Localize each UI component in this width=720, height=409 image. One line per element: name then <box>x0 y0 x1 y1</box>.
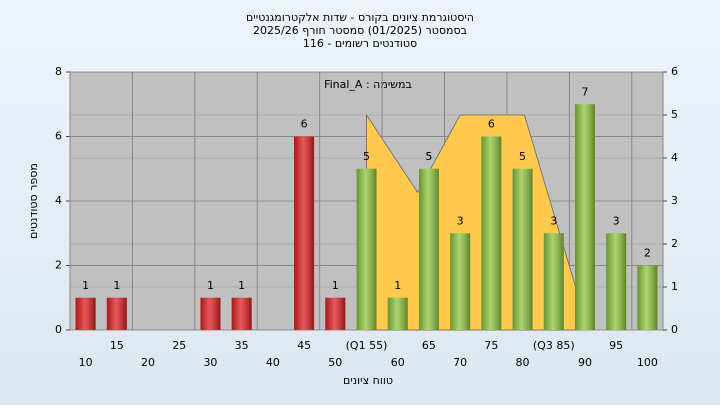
y-tick-label: 6 <box>55 130 62 143</box>
bar-shade <box>75 297 96 330</box>
bar-shade <box>637 265 658 330</box>
data-label: 1 <box>238 279 245 292</box>
data-label: 2 <box>644 247 651 260</box>
bar-shade <box>574 104 595 330</box>
x-tick-label: 30 <box>203 356 217 369</box>
y2-tick-label: 6 <box>671 65 678 78</box>
x-tick-label: 70 <box>453 356 467 369</box>
x-tick-label: (Q1 55) <box>346 339 388 352</box>
y2-tick-label: 3 <box>671 194 678 207</box>
bar-shade <box>106 297 127 330</box>
data-label: 6 <box>301 118 308 131</box>
bar-shade <box>512 168 533 330</box>
y-axis-label: מספר סטודנטים <box>27 163 40 239</box>
bar-shade <box>356 168 377 330</box>
data-label: 3 <box>613 214 620 227</box>
data-label: 1 <box>113 279 120 292</box>
data-label: 1 <box>82 279 89 292</box>
data-label: 5 <box>363 150 370 163</box>
y2-tick-label: 2 <box>671 237 678 250</box>
x-tick-label: 50 <box>328 356 342 369</box>
data-label: 1 <box>207 279 214 292</box>
x-tick-label: 60 <box>391 356 405 369</box>
chart-subtitle: סטודנטים רשומים - 116 <box>303 37 417 50</box>
x-axis-label: טווח ציונים <box>343 374 393 387</box>
bar-shade <box>418 168 439 330</box>
x-tick-label: 100 <box>637 356 658 369</box>
data-label: 5 <box>425 150 432 163</box>
bar-shade <box>294 136 315 330</box>
chart-title: היסטוגרמת ציונים בקורס - שדות אלקטרומגנט… <box>246 11 474 24</box>
bar-shade <box>481 136 502 330</box>
x-tick-label: 80 <box>516 356 530 369</box>
bar-shade <box>231 297 252 330</box>
data-label: 5 <box>519 150 526 163</box>
x-tick-label: 20 <box>141 356 155 369</box>
x-tick-label: 15 <box>110 339 124 352</box>
chart-subtitle: בסמסטר (01/2025) סמסטר חורף 2025/26 <box>253 24 467 37</box>
x-tick-label: 25 <box>172 339 186 352</box>
bar-shade <box>543 233 564 330</box>
data-label: 6 <box>488 118 495 131</box>
x-tick-label: 10 <box>79 356 93 369</box>
data-label: 3 <box>457 214 464 227</box>
data-label: 1 <box>332 279 339 292</box>
x-tick-label: 40 <box>266 356 280 369</box>
y-tick-label: 4 <box>55 194 62 207</box>
y2-tick-label: 4 <box>671 151 678 164</box>
bar-shade <box>606 233 627 330</box>
y2-tick-label: 1 <box>671 280 678 293</box>
data-label: 3 <box>550 214 557 227</box>
x-tick-label: 65 <box>422 339 436 352</box>
bar-shade <box>450 233 471 330</box>
x-tick-label: 90 <box>578 356 592 369</box>
annotation: במשימה : Final_A <box>324 78 412 91</box>
x-tick-label: 45 <box>297 339 311 352</box>
data-label: 1 <box>394 279 401 292</box>
x-tick-label: 35 <box>235 339 249 352</box>
y-tick-label: 0 <box>55 323 62 336</box>
y-tick-label: 2 <box>55 259 62 272</box>
bar-shade <box>200 297 221 330</box>
data-label: 7 <box>581 85 588 98</box>
bar-shade <box>325 297 346 330</box>
bar-shade <box>387 297 408 330</box>
x-tick-label: 75 <box>484 339 498 352</box>
x-tick-label: 95 <box>609 339 623 352</box>
x-tick-label: (Q3 85) <box>533 339 575 352</box>
y2-tick-label: 0 <box>671 323 678 336</box>
y2-tick-label: 5 <box>671 108 678 121</box>
y-tick-label: 8 <box>55 65 62 78</box>
